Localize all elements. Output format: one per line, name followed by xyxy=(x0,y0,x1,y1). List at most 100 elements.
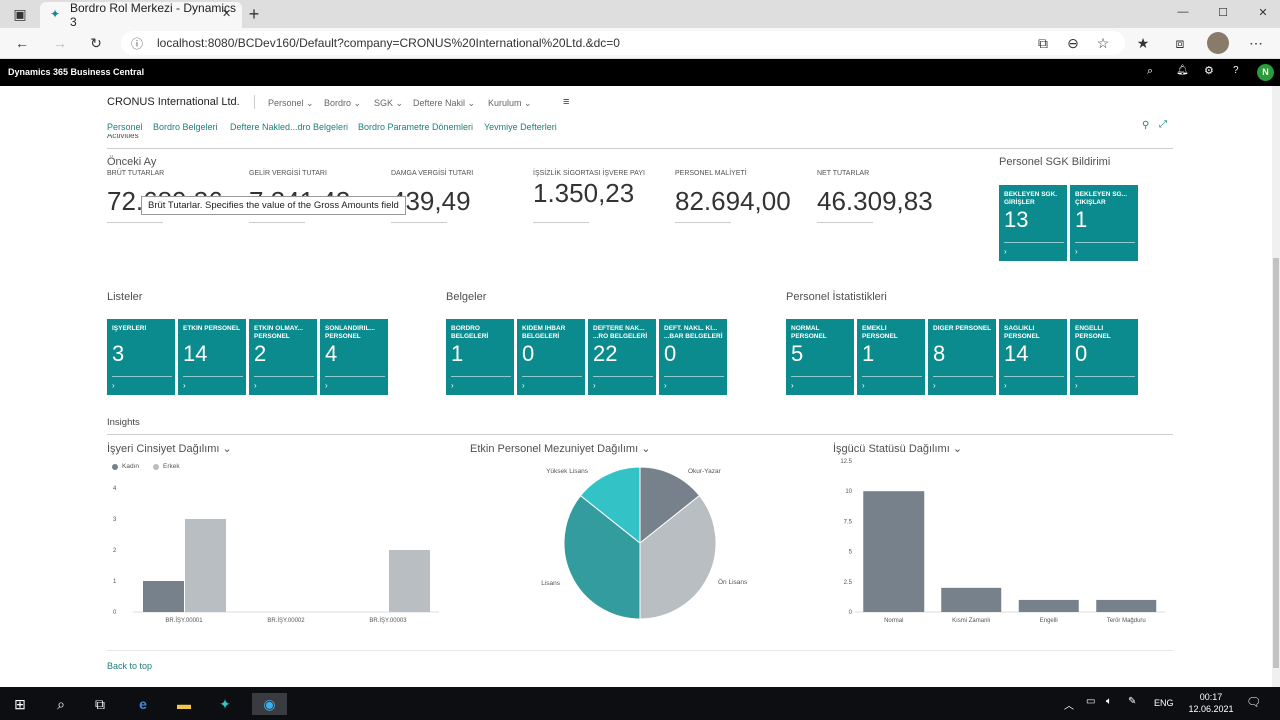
language-indicator[interactable]: ENG xyxy=(1154,698,1174,708)
company-name[interactable]: CRONUS International Ltd. xyxy=(107,96,240,108)
gear-icon[interactable]: ⚙ xyxy=(1204,65,1214,77)
chart3-title[interactable]: İşgücü Statüsü Dağılımı ⌄ xyxy=(833,443,963,455)
more-icon[interactable]: ⋯ xyxy=(1249,35,1263,51)
tile-diger-personel[interactable]: DİĞER PERSONEL 8 › xyxy=(928,319,996,395)
y-tick-label: 2.5 xyxy=(844,580,853,586)
bar-kadin xyxy=(143,581,184,612)
chevron-right-icon: › xyxy=(1004,381,1007,390)
tile-deft-nakl-kidem-ihbar[interactable]: DEFT. NAKL. KI... ...BAR BELGELERİ 0 › xyxy=(659,319,727,395)
close-tab-icon[interactable]: ✕ xyxy=(222,8,232,20)
chevron-right-icon: › xyxy=(791,381,794,390)
network-icon[interactable]: ▭ xyxy=(1086,696,1096,707)
tile-deftere-nakledilen-belgeler[interactable]: DEFTERE NAK... ...RO BELGELERİ 22 › xyxy=(588,319,656,395)
app-header-bar: Dynamics 365 Business Central ⌕ 🔔︎ ⚙ ? N xyxy=(0,59,1280,86)
address-bar[interactable]: ⓘ localhost:8080/BCDev160/Default?compan… xyxy=(121,31,1125,55)
volume-icon[interactable]: 🔈︎ xyxy=(1106,696,1112,707)
y-tick-label: 1 xyxy=(113,579,117,585)
search-icon[interactable]: ⌕ xyxy=(1147,65,1154,77)
menu-personel[interactable]: Personel ⌄ xyxy=(268,98,314,108)
tile-bekleyen-sgk-cikislar[interactable]: BEKLEYEN SG... ÇIKIŞLAR 1 › xyxy=(1070,185,1138,261)
tab-actions-icon[interactable]: ▣ xyxy=(13,6,27,22)
tile-bordro-belgeleri[interactable]: BORDRO BELGELERİ 1 › xyxy=(446,319,514,395)
scrollbar-thumb[interactable] xyxy=(1273,258,1279,668)
menu-bordro[interactable]: Bordro ⌄ xyxy=(324,98,362,108)
profile-avatar[interactable] xyxy=(1207,32,1229,54)
tab-title: Bordro Rol Merkezi - Dynamics 3 xyxy=(70,1,237,29)
y-tick-label: 0 xyxy=(113,610,117,616)
close-window-button[interactable]: ✕ xyxy=(1258,7,1268,19)
tile-emekli-personel[interactable]: EMEKLİ PERSONEL 1 › xyxy=(857,319,925,395)
dynamics-favicon-icon: ✦ xyxy=(50,7,61,21)
listeler-heading: Listeler xyxy=(107,291,143,303)
windows-taskbar: ⊞ ⌕ ⧉ e ▬ ✦ ◉ ︿ ▭ 🔈︎ ✎ ENG 00:17 12.06.2… xyxy=(0,687,1280,720)
pen-icon[interactable]: ✎ xyxy=(1128,696,1137,707)
menu-deftere-nakil[interactable]: Deftere Nakil ⌄ xyxy=(413,98,476,108)
file-explorer-icon[interactable]: ▬ xyxy=(177,696,191,712)
scrollbar-track[interactable] xyxy=(1272,86,1280,687)
link-personel[interactable]: Personel xyxy=(107,122,143,132)
x-tick-label: Kısmi Zamanlı xyxy=(952,618,991,624)
back-icon[interactable]: ← xyxy=(15,35,29,51)
link-deftere-nakledilen[interactable]: Deftere Nakled...dro Belgeleri xyxy=(230,122,349,132)
tile-etkin-olmayan-personel[interactable]: ETKİN OLMAY... PERSONEL 2 › xyxy=(249,319,317,395)
chart2-title[interactable]: Etkin Personel Mezuniyet Dağılımı ⌄ xyxy=(470,443,651,455)
notifications-icon[interactable]: 🗨︎ xyxy=(1246,695,1262,709)
pie-slice xyxy=(639,494,717,620)
back-to-top-link[interactable]: Back to top xyxy=(107,661,153,671)
cue-net-tutarlar[interactable]: NET TUTARLAR 46.309,83 xyxy=(817,170,947,217)
refresh-icon[interactable]: ↻ xyxy=(90,35,102,51)
forward-icon[interactable]: → xyxy=(53,35,67,51)
tile-saglikli-personel[interactable]: SAĞLIKLI PERSONEL 14 › xyxy=(999,319,1067,395)
favorites-icon[interactable]: ★ xyxy=(1136,35,1150,51)
tile-sonlandirilan-personel[interactable]: SONLANDIRIL... PERSONEL 4 › xyxy=(320,319,388,395)
open-app-icon[interactable]: ⧉ xyxy=(1038,35,1048,51)
cue-damga-vergisi[interactable]: DAMGA VERGİSİ TUTARI 439,49 xyxy=(391,170,521,217)
cue-personel-maliyeti[interactable]: PERSONEL MALİYETİ 82.694,00 xyxy=(675,170,805,217)
minimize-button[interactable]: — xyxy=(1177,6,1189,18)
zoom-icon[interactable]: ⊖ xyxy=(1067,35,1079,51)
mezuniyet-pie-chart: Okur-Yazar Ön Lisans Lisans Yüksek Lisans xyxy=(541,466,748,620)
edge-icon[interactable]: ◉ xyxy=(252,693,287,715)
hamburger-menu-icon[interactable]: ≡ xyxy=(563,96,570,108)
user-avatar[interactable]: N xyxy=(1257,64,1274,81)
pie-label: Ön Lisans xyxy=(718,578,748,586)
internet-explorer-icon[interactable]: e xyxy=(139,696,147,712)
x-tick-label: BR.İŞY.00002 xyxy=(267,617,305,624)
menu-sgk[interactable]: SGK ⌄ xyxy=(374,98,404,108)
pie-slice xyxy=(639,466,701,545)
bar xyxy=(1018,599,1079,612)
tile-kidem-ihbar-belgeleri[interactable]: KIDEM İHBAR BELGELERİ 0 › xyxy=(517,319,585,395)
new-tab-button[interactable]: + xyxy=(248,4,260,24)
tile-isyerleri[interactable]: İŞYERLERİ 3 › xyxy=(107,319,175,395)
chevron-right-icon: › xyxy=(1075,247,1078,256)
app-title: Dynamics 365 Business Central xyxy=(8,67,145,77)
clock[interactable]: 00:17 12.06.2021 xyxy=(1188,692,1234,714)
link-yevmiye-defterleri[interactable]: Yevmiye Defterleri xyxy=(484,122,557,132)
link-bordro-parametre[interactable]: Bordro Parametre Dönemleri xyxy=(358,122,474,132)
maximize-button[interactable]: ☐ xyxy=(1218,7,1228,19)
pin-icon[interactable]: ⚲ xyxy=(1142,120,1150,131)
bell-icon[interactable]: 🔔︎ xyxy=(1176,65,1189,76)
cue-issizlik-sigortasi[interactable]: İŞSİZLİK SİGORTASI İŞVERE PAYI 1.350,23 xyxy=(533,170,663,209)
add-favorite-icon[interactable]: ☆ xyxy=(1096,35,1110,51)
chevron-right-icon: › xyxy=(183,381,186,390)
tile-bekleyen-sgk-girisler[interactable]: BEKLEYEN SGK. GİRİŞLER 13 › xyxy=(999,185,1067,261)
windows-start-icon[interactable]: ⊞ xyxy=(14,696,26,712)
tile-normal-personel[interactable]: NORMAL PERSONEL 5 › xyxy=(786,319,854,395)
task-view-icon[interactable]: ⧉ xyxy=(95,696,105,712)
chevron-right-icon: › xyxy=(1075,381,1078,390)
search-icon[interactable]: ⌕ xyxy=(57,696,65,712)
dynamics-app-icon[interactable]: ✦ xyxy=(219,696,231,712)
collections-icon[interactable]: ⧈ xyxy=(1175,35,1185,51)
tile-etkin-personel[interactable]: ETKİN PERSONEL 14 › xyxy=(178,319,246,395)
menu-kurulum[interactable]: Kurulum ⌄ xyxy=(488,98,532,108)
browser-tab[interactable]: ✦ Bordro Rol Merkezi - Dynamics 3 ✕ xyxy=(40,1,242,29)
tile-engelli-personel[interactable]: ENGELLİ PERSONEL 0 › xyxy=(1070,319,1138,395)
show-hidden-icon[interactable]: ︿ xyxy=(1064,701,1074,712)
expand-icon[interactable]: ⤢ xyxy=(1159,119,1167,130)
chart1-title[interactable]: İşyeri Cinsiyet Dağılımı ⌄ xyxy=(107,443,232,455)
link-bordro-belgeleri[interactable]: Bordro Belgeleri xyxy=(153,122,218,132)
x-tick-label: Normal xyxy=(884,618,903,624)
chevron-right-icon: › xyxy=(325,381,328,390)
help-icon[interactable]: ? xyxy=(1233,65,1239,76)
